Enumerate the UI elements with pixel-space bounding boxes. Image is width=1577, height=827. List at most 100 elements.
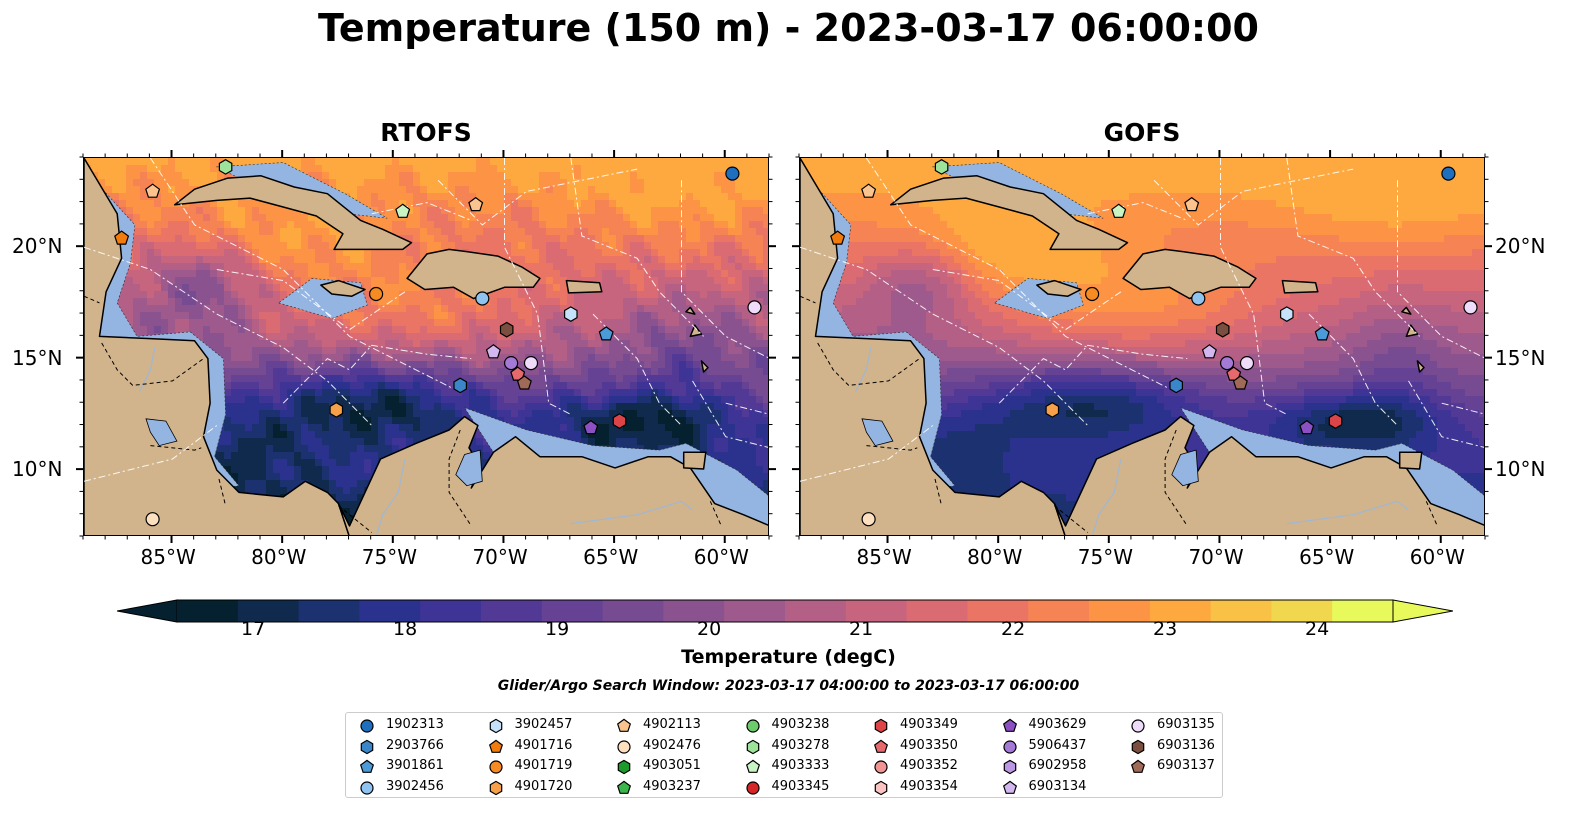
legend-swatch-6902958 bbox=[1003, 759, 1016, 775]
lat-tick-label: 10°N bbox=[1495, 457, 1546, 482]
float-marker-6903137 bbox=[516, 375, 532, 390]
lat-tick-label: 15°N bbox=[12, 345, 63, 370]
legend-swatch-4903629 bbox=[1002, 718, 1017, 732]
legend-label: 4902476 bbox=[643, 737, 701, 753]
colorbar-tick-label: 20 bbox=[697, 618, 722, 640]
legend-swatch-3901861 bbox=[359, 759, 375, 773]
hexagon-marker-icon bbox=[746, 739, 759, 754]
hexagon-marker-icon bbox=[489, 780, 502, 795]
legend-label: 2903766 bbox=[386, 737, 444, 753]
lon-tick-label: 75°W bbox=[1077, 545, 1134, 569]
lat-tick-label: 20°N bbox=[1495, 234, 1546, 259]
pentagon-marker-icon bbox=[616, 718, 632, 732]
colorbar bbox=[117, 599, 1453, 623]
legend-swatch-4903238 bbox=[745, 719, 760, 733]
legend-label: 4903629 bbox=[1028, 717, 1087, 732]
hexagon-marker-icon bbox=[874, 718, 888, 734]
colorbar-tick-label: 21 bbox=[849, 618, 874, 640]
lon-tick-label: 65°W bbox=[1299, 545, 1355, 569]
float-marker-6903135 bbox=[523, 356, 539, 371]
pentagon-marker-icon bbox=[1002, 780, 1017, 794]
float-marker-3901861 bbox=[598, 326, 614, 341]
colorbar-tick-label: 24 bbox=[1305, 618, 1330, 640]
lon-tick-label: 80°W bbox=[251, 545, 307, 569]
circle-marker-icon bbox=[745, 780, 760, 795]
float-marker-4903629 bbox=[1299, 419, 1315, 435]
lon-tick-label: 80°W bbox=[967, 545, 1023, 569]
lon-tick-label: 75°W bbox=[361, 545, 418, 569]
float-marker-4901720 bbox=[1045, 402, 1060, 418]
colorbar-tick-label: 17 bbox=[241, 618, 266, 640]
float-marker-4902113 bbox=[468, 196, 484, 212]
hexagon-marker-icon bbox=[1131, 739, 1145, 754]
legend-label: 4903238 bbox=[771, 717, 830, 732]
colorbar-segment bbox=[845, 600, 908, 622]
float-marker-4901719 bbox=[1085, 286, 1100, 302]
float-marker-5906437 bbox=[504, 356, 519, 371]
legend-label: 3901861 bbox=[386, 758, 444, 773]
circle-marker-icon bbox=[617, 739, 631, 754]
colorbar-segment bbox=[785, 600, 847, 622]
colorbar-segment bbox=[1271, 600, 1333, 622]
search-window-text: Glider/Argo Search Window: 2023-03-17 04… bbox=[497, 678, 1080, 694]
legend-swatch-4903354 bbox=[874, 780, 888, 795]
legend-label: 4903354 bbox=[900, 778, 958, 794]
float-marker-4901719 bbox=[369, 286, 384, 302]
colorbar-segment bbox=[359, 600, 421, 622]
hexagon-marker-icon bbox=[874, 780, 888, 795]
country-borders bbox=[800, 295, 1438, 533]
legend-label: 3902456 bbox=[386, 778, 444, 794]
legend-label: 4903352 bbox=[900, 758, 958, 773]
colorbar-tick-label: 18 bbox=[393, 618, 418, 640]
lon-tick-label: 85°W bbox=[856, 545, 912, 569]
colorbar-segment bbox=[1332, 600, 1394, 622]
float-marker-5906437 bbox=[1220, 356, 1235, 371]
legend-label: 4901720 bbox=[514, 778, 573, 794]
float-marker-4903349 bbox=[1328, 413, 1343, 429]
float-marker-3901861 bbox=[1314, 326, 1330, 341]
legend-label: 4902113 bbox=[643, 717, 701, 732]
panel-title-rtofs: RTOFS bbox=[380, 118, 472, 147]
colorbar-segment bbox=[1149, 600, 1212, 622]
colorbar-segment bbox=[1028, 600, 1090, 622]
float-marker-2903766 bbox=[1169, 377, 1184, 394]
circle-marker-icon bbox=[745, 719, 760, 733]
legend-swatch-4903345 bbox=[745, 780, 760, 795]
colorbar-tick-label: 23 bbox=[1153, 618, 1178, 640]
legend-label: 4903237 bbox=[643, 778, 701, 794]
hexagon-marker-icon bbox=[360, 739, 374, 754]
rtofs-map-canvas bbox=[84, 158, 768, 535]
float-marker-4903350 bbox=[1226, 366, 1242, 381]
legend-label: 4903349 bbox=[900, 717, 958, 732]
legend-swatch-4903352 bbox=[874, 760, 888, 774]
pentagon-marker-icon bbox=[488, 739, 503, 753]
legend-swatch-1902313 bbox=[360, 719, 374, 733]
circle-marker-icon bbox=[360, 719, 374, 733]
lat-tick-label: 15°N bbox=[1495, 345, 1546, 370]
legend-swatch-4902113 bbox=[616, 718, 632, 732]
lon-tick-label: 70°W bbox=[472, 545, 528, 569]
pentagon-marker-icon bbox=[745, 759, 760, 773]
legend-swatch-4902476 bbox=[617, 739, 631, 754]
legend-swatch-6903134 bbox=[1002, 780, 1017, 794]
float-marker-4902476 bbox=[145, 512, 160, 527]
legend-label: 6902958 bbox=[1028, 758, 1087, 773]
colorbar-segment bbox=[237, 600, 300, 622]
colorbar-high-extension bbox=[1392, 599, 1453, 623]
float-markers bbox=[114, 159, 762, 527]
float-marker-6903134 bbox=[485, 344, 501, 359]
float-marker-4902476 bbox=[861, 512, 876, 527]
legend-swatch-2903766 bbox=[360, 739, 374, 754]
colorbar-low-extension bbox=[117, 599, 178, 623]
float-marker-4903278 bbox=[934, 159, 949, 175]
legend-swatch-4903278 bbox=[746, 739, 759, 754]
legend-swatch-4903333 bbox=[745, 759, 760, 773]
lon-tick-label: 60°W bbox=[1409, 545, 1465, 569]
float-marker-3902456 bbox=[1191, 291, 1206, 306]
colorbar-segment bbox=[967, 600, 1029, 622]
float-marker-6903136 bbox=[1215, 321, 1230, 338]
legend-label: 5906437 bbox=[1028, 737, 1087, 753]
float-marker-4903350 bbox=[510, 366, 526, 381]
circle-marker-icon bbox=[360, 780, 374, 795]
legend-swatch-4903350 bbox=[873, 739, 889, 753]
